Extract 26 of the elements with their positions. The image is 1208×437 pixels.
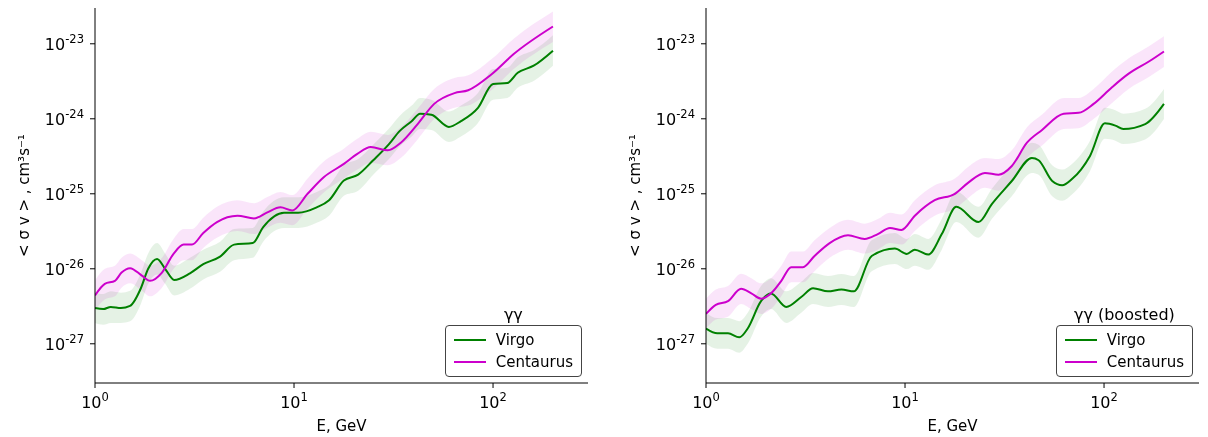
x-tick-label: 10$^{0}$ xyxy=(81,390,109,412)
x-tick-label: 10$^{0}$ xyxy=(692,390,720,412)
y-axis-title: < σ v > , cm³s⁻¹ xyxy=(15,134,33,257)
y-tick-label: 10$^{-26}$ xyxy=(44,256,84,279)
legend-title: γγ xyxy=(502,305,524,324)
y-tick-label: 10$^{-23}$ xyxy=(655,31,695,54)
y-tick-label: 10$^{-24}$ xyxy=(44,106,84,129)
y-tick-label: 10$^{-24}$ xyxy=(655,106,695,129)
x-tick-label: 10$^{1}$ xyxy=(280,390,308,412)
legend-label: Centaurus xyxy=(495,353,573,371)
legend-label: Centaurus xyxy=(1106,353,1184,371)
x-axis-title: E, GeV xyxy=(927,417,979,435)
x-tick-label: 10$^{2}$ xyxy=(1090,390,1118,412)
y-tick-label: 10$^{-27}$ xyxy=(44,331,84,354)
y-axis-title: < σ v > , cm³s⁻¹ xyxy=(626,134,644,257)
y-tick-label: 10$^{-26}$ xyxy=(655,256,695,279)
legend-label: Virgo xyxy=(495,331,535,349)
legend-label: Virgo xyxy=(1106,331,1146,349)
legend-title: γγ (boosted) xyxy=(1072,305,1176,324)
y-tick-label: 10$^{-27}$ xyxy=(655,331,695,354)
x-axis-title: E, GeV xyxy=(316,417,368,435)
x-tick-label: 10$^{2}$ xyxy=(479,390,507,412)
y-tick-label: 10$^{-23}$ xyxy=(44,31,84,54)
x-tick-label: 10$^{1}$ xyxy=(891,390,919,412)
y-tick-label: 10$^{-25}$ xyxy=(655,181,695,204)
y-tick-label: 10$^{-25}$ xyxy=(44,181,84,204)
